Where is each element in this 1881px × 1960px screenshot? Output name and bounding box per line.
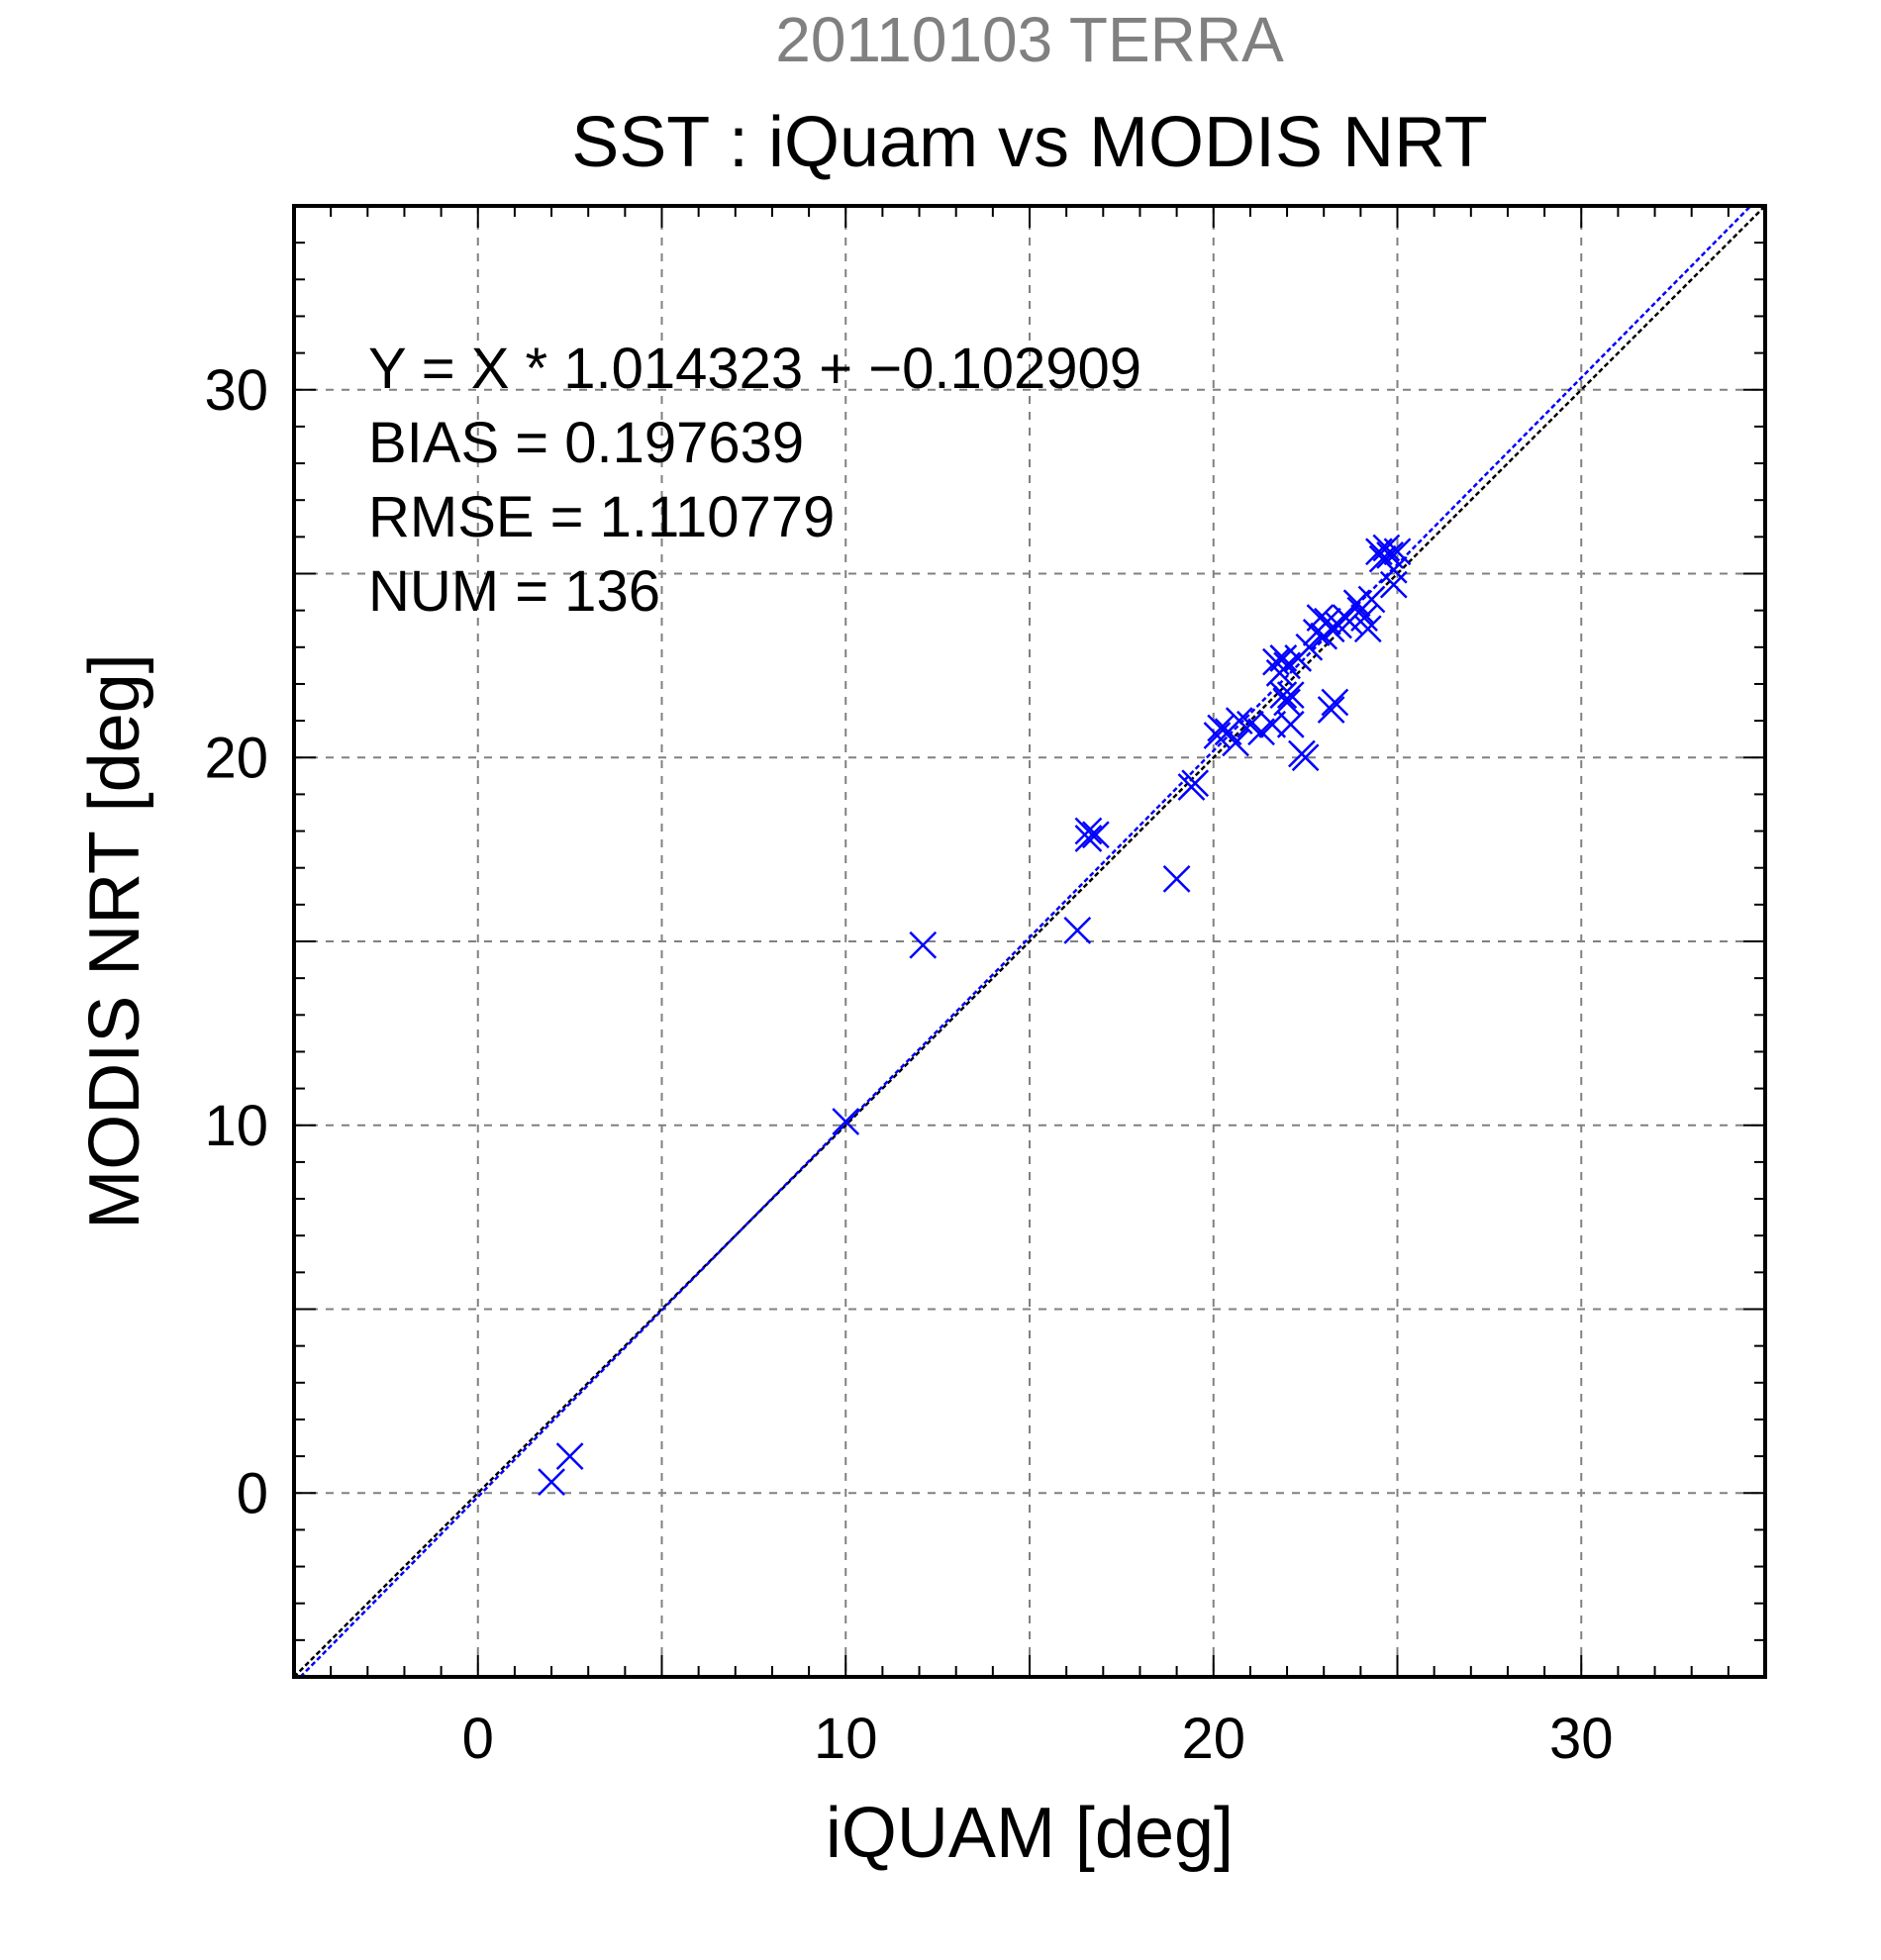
grid-lines — [294, 206, 1765, 1677]
data-point — [1379, 555, 1408, 584]
x-tick-label: 0 — [462, 1707, 494, 1771]
y-axis-label: MODIS NRT [deg] — [75, 653, 154, 1229]
stats-annotation: Y = X * 1.014323 + −0.102909 BIAS = 0.19… — [368, 337, 1141, 624]
data-point — [1063, 916, 1092, 944]
data-point — [1222, 729, 1249, 757]
chart-title: SST : iQuam vs MODIS NRT — [571, 103, 1488, 182]
reference-lines — [293, 205, 1766, 1678]
num-label: NUM = 136 — [368, 559, 660, 624]
y-tick-label: 20 — [204, 726, 268, 790]
regression-line — [299, 205, 1752, 1678]
data-point — [1074, 817, 1103, 845]
data-point — [1379, 570, 1408, 599]
data-point — [909, 931, 938, 959]
data-point — [1321, 688, 1349, 717]
x-tick-label: 30 — [1549, 1707, 1614, 1771]
chart-subtitle: 20110103 TERRA — [775, 4, 1284, 75]
data-point — [1291, 743, 1320, 772]
y-tick-label: 0 — [237, 1461, 268, 1525]
data-point — [1276, 710, 1305, 738]
data-point — [1081, 821, 1110, 849]
data-points — [538, 534, 1412, 1496]
data-point — [1353, 615, 1382, 643]
data-point — [555, 1442, 584, 1470]
data-point — [1350, 604, 1378, 632]
data-point — [1317, 696, 1345, 724]
data-point — [1372, 534, 1401, 562]
data-point — [1203, 722, 1232, 749]
x-tick-label: 10 — [814, 1707, 878, 1771]
y-tick-label: 30 — [204, 358, 268, 423]
chart-titles: 20110103 TERRA SST : iQuam vs MODIS NRT — [571, 4, 1488, 182]
data-point — [1357, 585, 1386, 614]
x-axis-label: iQUAM [deg] — [826, 1794, 1234, 1873]
y-tick-label: 10 — [204, 1094, 268, 1158]
data-point — [1225, 707, 1253, 735]
data-point — [1269, 681, 1298, 709]
data-point — [1295, 633, 1324, 661]
data-point — [1314, 607, 1341, 636]
data-point — [832, 1108, 860, 1135]
data-point — [1181, 769, 1210, 798]
data-point — [1276, 681, 1305, 709]
data-point — [1162, 864, 1191, 893]
data-point — [1273, 688, 1301, 717]
data-point — [1269, 644, 1298, 672]
x-tick-label: 20 — [1181, 1707, 1245, 1771]
data-point — [538, 1468, 565, 1496]
tick-labels: 0 10 20 30 0 10 20 30 — [204, 358, 1613, 1771]
data-point — [1317, 615, 1345, 643]
plot-frame — [292, 204, 1767, 1679]
bias-label: BIAS = 0.197639 — [368, 411, 804, 475]
data-point — [1074, 825, 1103, 852]
data-point — [1383, 538, 1412, 566]
rmse-label: RMSE = 1.110779 — [368, 485, 835, 549]
fit-equation: Y = X * 1.014323 + −0.102909 — [368, 337, 1141, 401]
data-point — [1262, 647, 1290, 676]
identity-line — [293, 205, 1766, 1678]
